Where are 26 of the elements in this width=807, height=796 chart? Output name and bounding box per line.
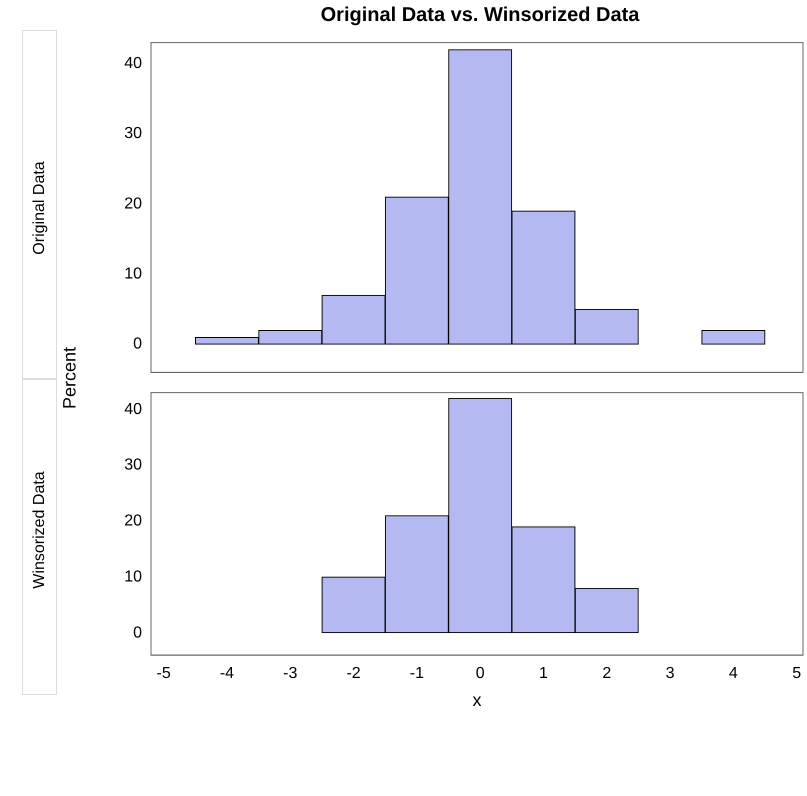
x-tick-label: -2: [346, 665, 361, 682]
y-tick-label: 40: [124, 400, 142, 418]
x-tick-label: -5: [156, 665, 171, 682]
x-axis-title: x: [472, 690, 482, 710]
y-tick-label: 30: [124, 456, 142, 474]
chart-title: Original Data vs. Winsorized Data: [320, 4, 640, 27]
x-tick-label: 3: [666, 665, 675, 682]
y-tick-label: 10: [124, 266, 142, 283]
x-tick-label: -3: [283, 665, 298, 682]
y-tick-label: 20: [124, 512, 142, 530]
y-tick-label: 0: [133, 336, 142, 353]
x-tick-label: 2: [602, 665, 612, 682]
y-tick-label: 20: [124, 195, 142, 212]
y-tick-label: 10: [124, 568, 142, 586]
text: Winsorized Data: [31, 471, 49, 589]
x-tick-label: -4: [220, 665, 234, 682]
x-tick-label: -1: [410, 665, 424, 682]
y-axis-title: Percent: [60, 346, 80, 410]
x-tick-label: 1: [539, 665, 548, 682]
y-tick-label: 0: [133, 624, 142, 642]
text: Original Data: [31, 160, 49, 254]
y-tick-label: 30: [124, 125, 142, 142]
x-tick-label: 4: [728, 665, 738, 682]
x-tick-label: 5: [792, 665, 802, 682]
y-tick-label: 40: [124, 55, 142, 72]
x-tick-label: 0: [476, 665, 485, 682]
